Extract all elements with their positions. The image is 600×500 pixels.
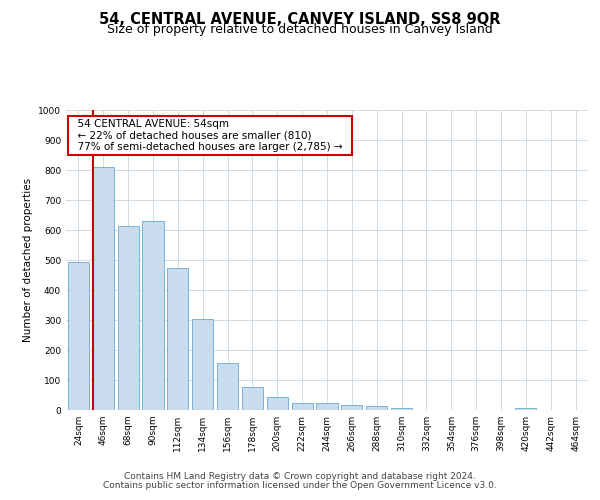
Bar [118, 226, 139, 410]
Bar [267, 397, 288, 410]
Text: 54 CENTRAL AVENUE: 54sqm  
  ← 22% of detached houses are smaller (810)  
  77% : 54 CENTRAL AVENUE: 54sqm ← 22% of detach… [71, 119, 349, 152]
Bar [366, 406, 387, 410]
Bar [167, 268, 188, 410]
Y-axis label: Number of detached properties: Number of detached properties [23, 178, 32, 342]
Bar [192, 320, 213, 410]
Bar [142, 221, 164, 410]
Text: Contains HM Land Registry data © Crown copyright and database right 2024.: Contains HM Land Registry data © Crown c… [124, 472, 476, 481]
Bar [93, 167, 114, 410]
Bar [316, 404, 338, 410]
Bar [68, 262, 89, 410]
Bar [515, 408, 536, 410]
Bar [242, 386, 263, 410]
Bar [391, 408, 412, 410]
Bar [217, 362, 238, 410]
Text: Size of property relative to detached houses in Canvey Island: Size of property relative to detached ho… [107, 22, 493, 36]
Text: Contains public sector information licensed under the Open Government Licence v3: Contains public sector information licen… [103, 481, 497, 490]
Text: 54, CENTRAL AVENUE, CANVEY ISLAND, SS8 9QR: 54, CENTRAL AVENUE, CANVEY ISLAND, SS8 9… [99, 12, 501, 28]
Bar [292, 404, 313, 410]
Bar [341, 405, 362, 410]
